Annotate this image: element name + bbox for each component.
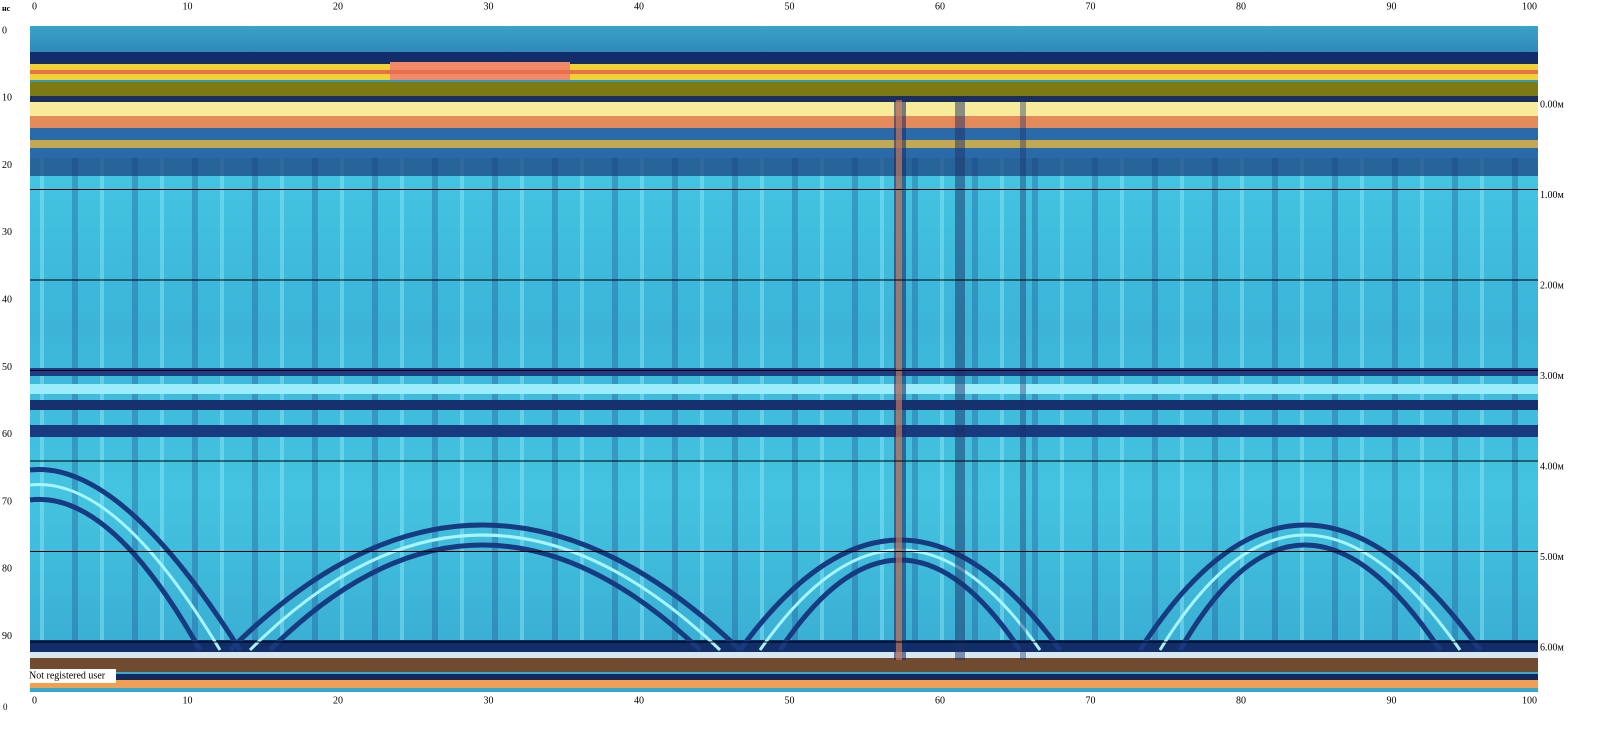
bottom-tick-label: 90 [1387,695,1397,706]
top-tick-label: 70 [1086,1,1096,12]
bottom-tick-label: 10 [183,695,193,706]
depth-tick-label: 6.00м [1540,642,1565,653]
y-tick-label: 60 [2,429,12,440]
depth-tick-label: 0.00м [1540,99,1565,110]
corner-label: 0 [3,702,8,712]
y-tick-label: 20 [2,160,12,171]
y-tick-label: 30 [2,227,12,238]
y-tick-label: 10 [2,93,12,104]
bottom-tick-label: 80 [1236,695,1246,706]
depth-tick-label: 4.00м [1540,461,1565,472]
watermark: Not registered user [29,670,106,681]
bottom-tick-label: 50 [785,695,795,706]
bottom-tick-label: 100 [1522,695,1537,706]
bottom-tick-label: 70 [1086,695,1096,706]
depth-tick-label: 5.00м [1540,552,1565,563]
depth-lines [30,189,1538,643]
bottom-tick-label: 60 [935,695,945,706]
top-tick-label: 30 [484,1,494,12]
y-tick-label: 90 [2,631,12,642]
top-tick-label: 50 [785,1,795,12]
depth-tick-label: 1.00м [1540,190,1565,201]
y-tick-label: 40 [2,294,12,305]
top-tick-label: 20 [333,1,343,12]
watermark-box [28,669,116,683]
y-axis-unit: нс [2,4,11,13]
y-tick-label: 0 [2,25,7,36]
y-tick-label: 80 [2,564,12,575]
top-tick-label: 10 [183,1,193,12]
depth-tick-label: 2.00м [1540,280,1565,291]
top-tick-label: 90 [1387,1,1397,12]
bottom-tick-label: 0 [32,695,37,706]
depth-tick-label: 3.00м [1540,371,1565,382]
top-tick-label: 0 [32,1,37,12]
radargram-image [29,26,1538,692]
y-tick-label: 70 [2,496,12,507]
top-tick-label: 80 [1236,1,1246,12]
bottom-tick-label: 20 [333,695,343,706]
top-tick-label: 100 [1522,1,1537,12]
top-tick-label: 60 [935,1,945,12]
y-tick-label: 50 [2,362,12,373]
top-tick-label: 40 [634,1,644,12]
bottom-tick-label: 40 [634,695,644,706]
bottom-tick-label: 30 [484,695,494,706]
